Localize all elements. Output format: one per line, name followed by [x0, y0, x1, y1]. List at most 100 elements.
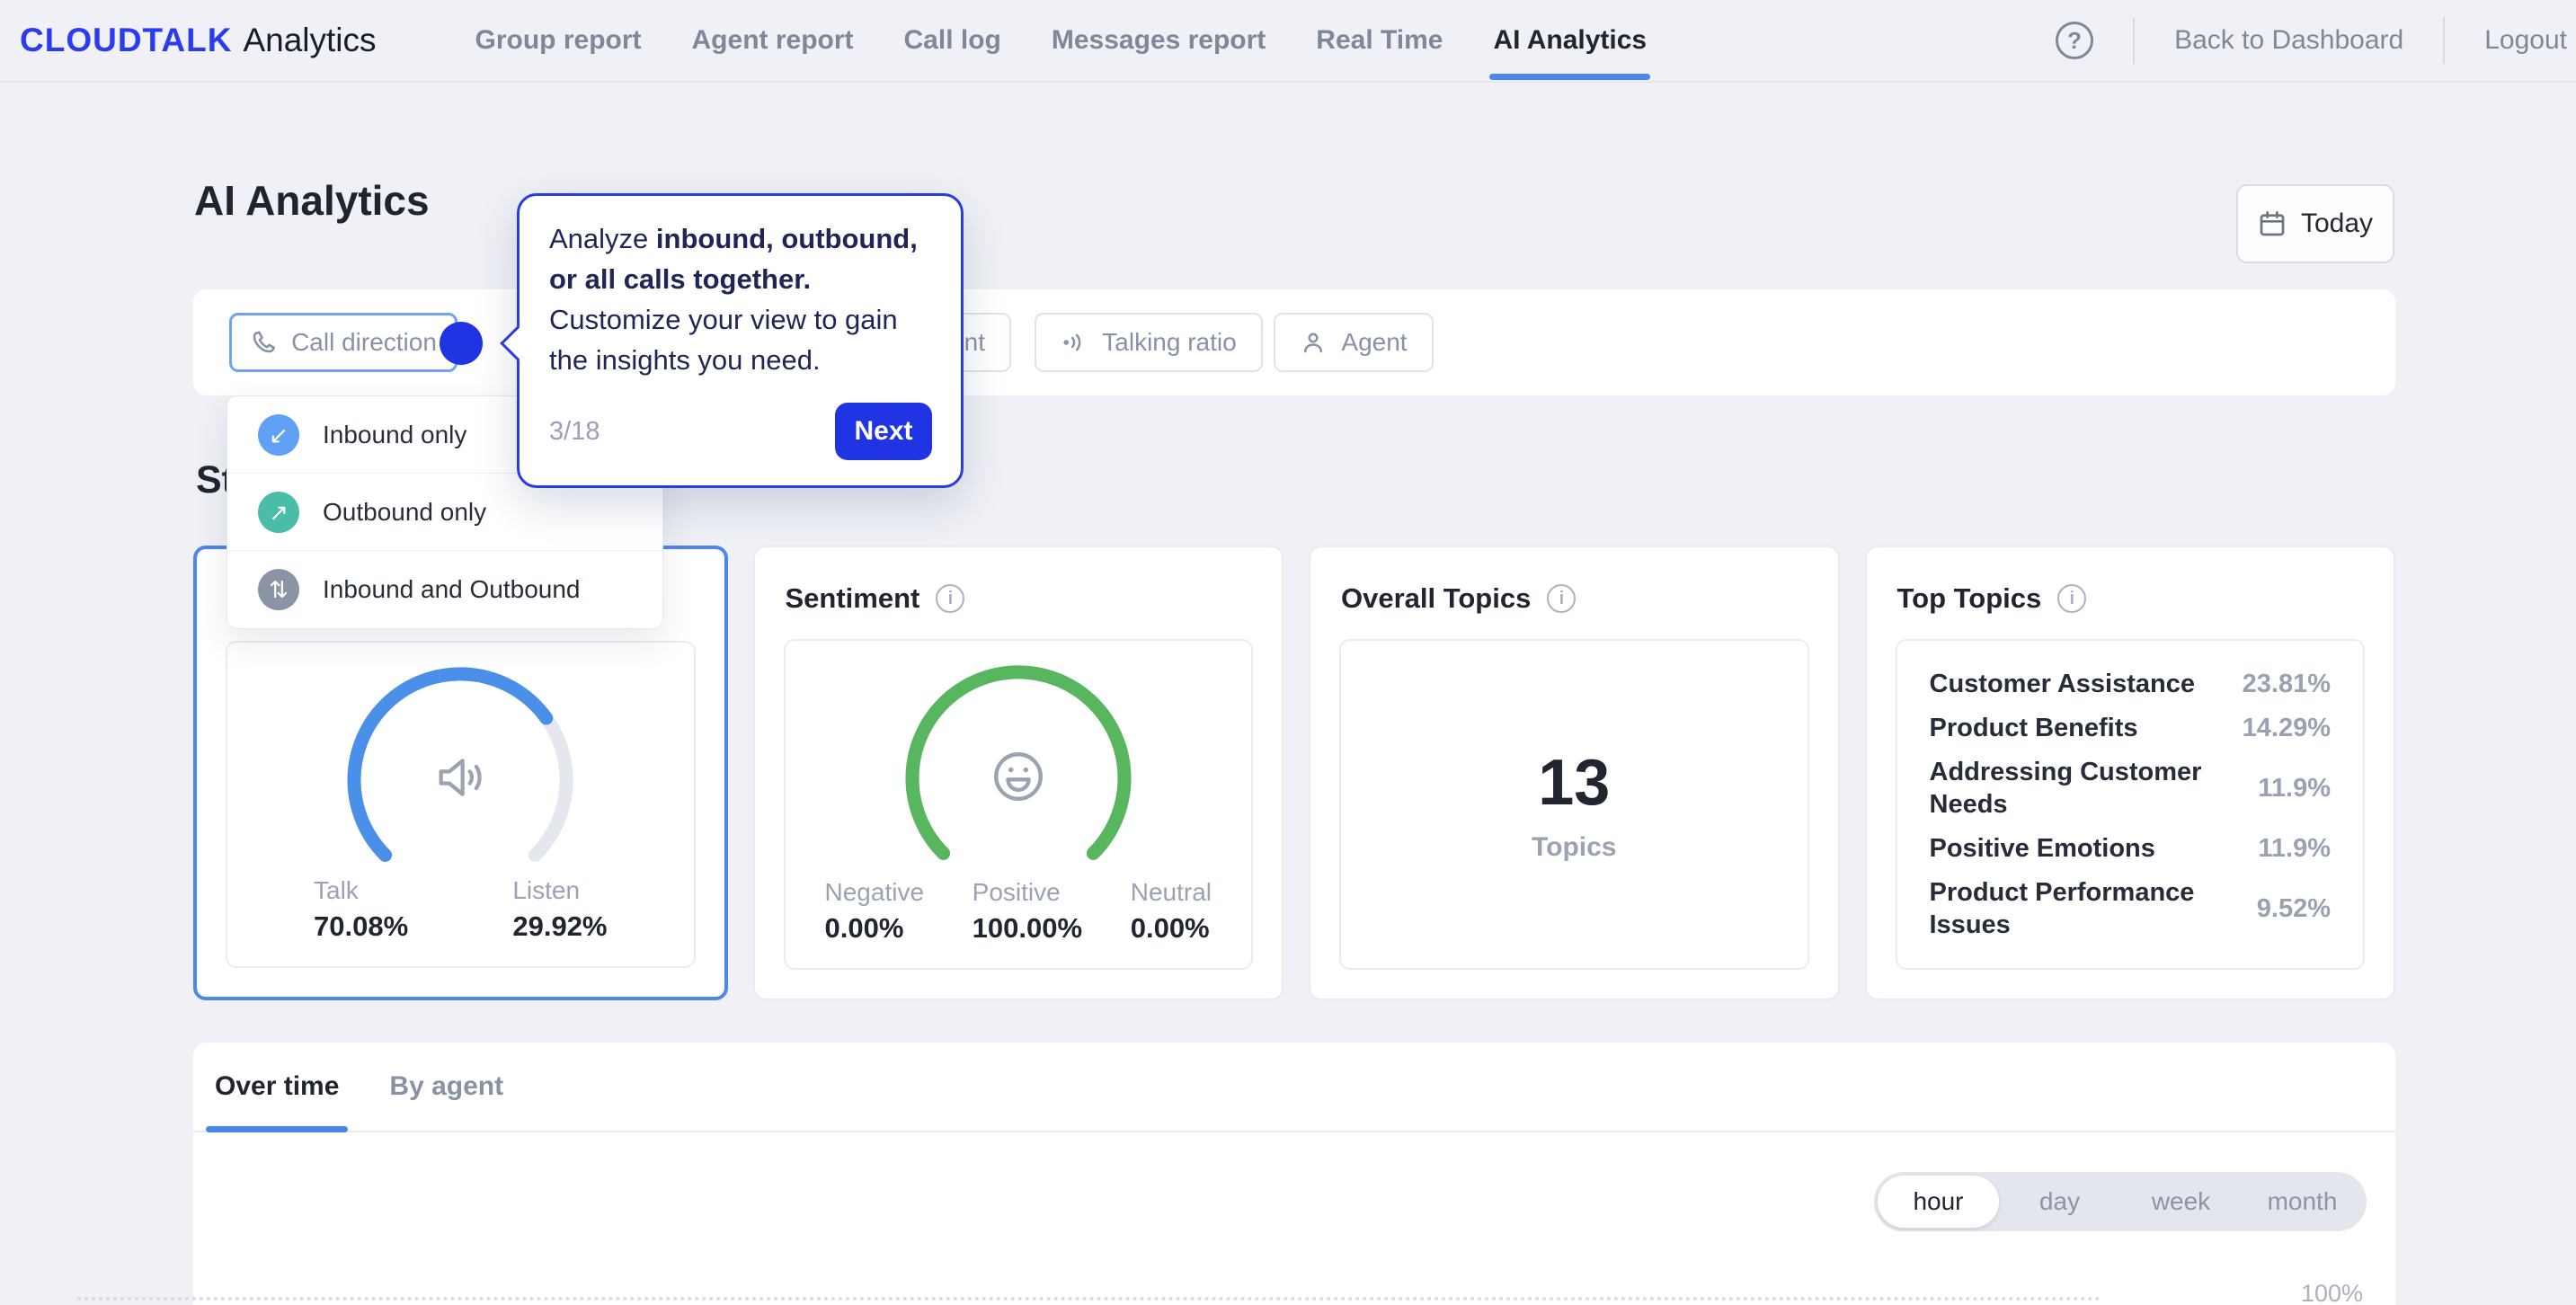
logo-secondary: Analytics — [243, 22, 377, 58]
listen-stat: Listen 29.92% — [512, 876, 607, 943]
logo-primary: CLOUDTALK — [20, 22, 233, 58]
tab-by-agent[interactable]: By agent — [389, 1071, 504, 1101]
nav-item-ai-analytics[interactable]: AI Analytics — [1489, 0, 1650, 82]
person-icon — [1304, 333, 1323, 353]
listen-value: 29.92% — [512, 910, 608, 942]
overall-topics-card-title: Overall Topics — [1341, 582, 1532, 614]
sentiment-gauge-panel: Negative 0.00% Positive 100.00% Neutral … — [783, 639, 1253, 970]
topics-kpi: 13 Topics — [1341, 641, 1808, 968]
granularity-month[interactable]: month — [2267, 1187, 2338, 1215]
granularity-week[interactable]: week — [2151, 1187, 2211, 1215]
nav-item-call-log[interactable]: Call log — [903, 25, 1001, 55]
topic-row: Product Benefits 14.29% — [1930, 712, 2332, 744]
tooltip-text-rest: Customize your view to gain the insights… — [549, 304, 898, 376]
tooltip-text: Analyze inbound, outbound, or all calls … — [549, 218, 937, 380]
tooltip-text-bold: inbound, outbound, or all calls together… — [549, 223, 918, 295]
talk-value: 70.08% — [314, 910, 409, 942]
filter-call-direction[interactable]: Call direction — [229, 313, 457, 372]
sentiment-card-title: Sentiment — [785, 582, 920, 614]
talk-listen-gauge — [227, 659, 694, 892]
overall-topics-card: Overall Topics i 13 Topics — [1309, 546, 1840, 1000]
negative-label: Negative — [824, 878, 925, 906]
granularity-day[interactable]: day — [2039, 1187, 2081, 1215]
over-time-panel: Over time By agent hour day week month — [193, 1043, 2395, 1305]
topic-row: Product Performance Issues 9.52% — [1930, 876, 2332, 941]
top-topics-card-header: Top Topics i — [1897, 573, 2364, 625]
swap-arrows-icon: ⇅ — [258, 569, 299, 610]
date-range-button[interactable]: Today — [2236, 184, 2394, 263]
date-range-label: Today — [2300, 209, 2374, 238]
nav-item-real-time[interactable]: Real Time — [1316, 25, 1443, 55]
top-nav-bar: CLOUDTALK Analytics Group report Agent r… — [0, 0, 2576, 83]
talk-listen-values: Talk 70.08% Listen 29.92% — [227, 876, 694, 943]
main-nav: Group report Agent report Call log Messa… — [475, 0, 1650, 82]
header-divider — [2443, 17, 2446, 64]
topic-name: Positive Emotions — [1929, 834, 2155, 863]
listen-label: Listen — [512, 876, 581, 904]
info-icon[interactable]: i — [936, 584, 965, 613]
negative-value: 0.00% — [824, 912, 904, 944]
dropdown-item-label: Inbound only — [323, 420, 467, 448]
sentiment-values: Negative 0.00% Positive 100.00% Neutral … — [786, 878, 1252, 945]
filter-agent[interactable]: Agent — [1274, 313, 1434, 372]
speaker-icon — [227, 749, 694, 806]
tour-step-counter: 3/18 — [549, 416, 600, 446]
nav-item-agent-report[interactable]: Agent report — [691, 25, 854, 55]
nav-item-group-report[interactable]: Group report — [475, 25, 642, 55]
neutral-stat: Neutral 0.00% — [1131, 878, 1212, 945]
topic-percentage: 9.52% — [2256, 893, 2331, 923]
filter-agent-label: Agent — [1341, 328, 1408, 356]
top-topics-list: Customer Assistance 23.81% Product Benef… — [1897, 641, 2364, 968]
granularity-hour[interactable]: hour — [1878, 1176, 1999, 1228]
overall-topics-card-header: Overall Topics i — [1341, 573, 1808, 625]
nav-item-messages-report[interactable]: Messages report — [1051, 25, 1266, 55]
outbound-arrow-icon: ↗ — [258, 491, 299, 533]
talk-stat: Talk 70.08% — [314, 876, 408, 943]
logout-link[interactable]: Logout — [2484, 25, 2567, 55]
topic-name: Addressing Customer Needs — [1929, 758, 2202, 819]
sentiment-gauge — [786, 657, 1252, 891]
overall-topics-panel: 13 Topics — [1339, 639, 1809, 970]
topic-name: Product Performance Issues — [1929, 878, 2195, 939]
talk-label: Talk — [314, 876, 359, 904]
sound-wave-icon — [1063, 333, 1081, 351]
next-button[interactable]: Next — [835, 403, 932, 460]
topic-name: Customer Assistance — [1929, 670, 2195, 698]
neutral-label: Neutral — [1130, 878, 1212, 906]
header-divider — [2133, 17, 2136, 64]
time-granularity-toggle: hour day week month — [1874, 1172, 2367, 1231]
positive-stat: Positive 100.00% — [973, 878, 1082, 945]
positive-label: Positive — [972, 878, 1061, 906]
info-icon[interactable]: i — [1547, 584, 1577, 613]
dropdown-item-inbound-and-outbound[interactable]: ⇅ Inbound and Outbound — [227, 551, 662, 628]
top-topics-card: Top Topics i Customer Assistance 23.81% … — [1864, 546, 2395, 1000]
tour-anchor-dot — [440, 322, 483, 365]
positive-value: 100.00% — [972, 912, 1083, 944]
negative-stat: Negative 0.00% — [825, 878, 925, 945]
page-title: AI Analytics — [194, 177, 430, 224]
top-topics-panel: Customer Assistance 23.81% Product Benef… — [1895, 639, 2365, 970]
talking-ratio-gauge-panel: Talk 70.08% Listen 29.92% — [226, 641, 696, 968]
call-direction-dropdown: ↙ Inbound only ↗ Outbound only ⇅ Inbound… — [227, 395, 663, 629]
neutral-value: 0.00% — [1130, 912, 1210, 944]
topics-unit: Topics — [1532, 832, 1617, 862]
dropdown-item-label: Inbound and Outbound — [323, 575, 581, 603]
inbound-arrow-icon: ↙ — [258, 413, 299, 456]
phone-icon — [253, 331, 276, 353]
topic-row: Positive Emotions 11.9% — [1930, 832, 2332, 865]
filter-talking-ratio[interactable]: Talking ratio — [1035, 313, 1263, 372]
calendar-icon — [2260, 211, 2285, 236]
help-icon[interactable]: ? — [2056, 22, 2094, 59]
y-axis-label-100: 100% — [2301, 1280, 2364, 1305]
filter-talking-ratio-label: Talking ratio — [1102, 328, 1237, 356]
tooltip-footer: 3/18 Next — [549, 403, 932, 460]
panel-tabs: Over time By agent — [193, 1043, 2395, 1132]
onboarding-tooltip: Analyze inbound, outbound, or all calls … — [500, 193, 964, 488]
topic-name: Product Benefits — [1929, 714, 2138, 742]
tab-over-time[interactable]: Over time — [205, 1043, 349, 1132]
info-icon[interactable]: i — [2057, 584, 2087, 613]
topics-count: 13 — [1538, 747, 1611, 819]
back-to-dashboard-link[interactable]: Back to Dashboard — [2174, 25, 2404, 55]
top-topics-card-title: Top Topics — [1896, 582, 2042, 614]
